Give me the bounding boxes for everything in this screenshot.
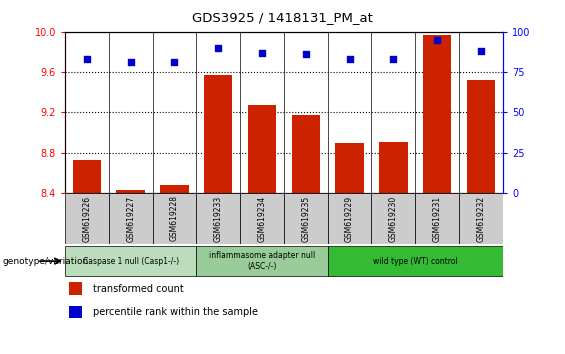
Text: GSM619226: GSM619226 xyxy=(82,195,92,242)
Bar xyxy=(69,306,82,318)
Bar xyxy=(108,193,153,244)
Bar xyxy=(73,160,101,193)
Bar xyxy=(372,193,415,244)
Bar xyxy=(153,193,197,244)
Bar xyxy=(328,193,372,244)
Point xyxy=(433,37,442,43)
Point xyxy=(214,45,223,51)
Bar xyxy=(284,193,328,244)
Text: GSM619234: GSM619234 xyxy=(258,195,267,242)
Point xyxy=(258,50,267,56)
Text: GSM619230: GSM619230 xyxy=(389,195,398,242)
Bar xyxy=(467,80,495,193)
Bar xyxy=(336,143,364,193)
Bar xyxy=(65,246,197,276)
Bar xyxy=(415,193,459,244)
Text: GSM619232: GSM619232 xyxy=(476,195,485,242)
Text: GDS3925 / 1418131_PM_at: GDS3925 / 1418131_PM_at xyxy=(192,11,373,24)
Text: percentile rank within the sample: percentile rank within the sample xyxy=(93,307,258,317)
Point xyxy=(476,48,485,54)
Point xyxy=(345,56,354,62)
Bar xyxy=(116,190,145,193)
Bar xyxy=(69,282,82,295)
Text: GSM619235: GSM619235 xyxy=(301,195,310,242)
Text: inflammasome adapter null
(ASC-/-): inflammasome adapter null (ASC-/-) xyxy=(209,251,315,271)
Text: GSM619229: GSM619229 xyxy=(345,195,354,242)
Bar xyxy=(197,246,328,276)
Point xyxy=(126,59,135,65)
Bar xyxy=(423,35,451,193)
Bar xyxy=(65,193,109,244)
Point xyxy=(301,52,310,57)
Bar xyxy=(292,115,320,193)
Bar xyxy=(197,193,240,244)
Text: wild type (WT) control: wild type (WT) control xyxy=(373,257,458,266)
Text: GSM619233: GSM619233 xyxy=(214,195,223,242)
Text: transformed count: transformed count xyxy=(93,284,184,294)
Text: GSM619228: GSM619228 xyxy=(170,195,179,241)
Bar xyxy=(240,193,284,244)
Bar xyxy=(379,142,407,193)
Bar xyxy=(248,105,276,193)
Bar xyxy=(328,246,503,276)
Bar xyxy=(459,193,503,244)
Bar xyxy=(160,185,189,193)
Text: GSM619231: GSM619231 xyxy=(433,195,442,242)
Bar xyxy=(204,75,232,193)
Text: genotype/variation: genotype/variation xyxy=(3,257,89,266)
Text: GSM619227: GSM619227 xyxy=(126,195,135,242)
Point xyxy=(389,56,398,62)
Point xyxy=(170,59,179,65)
Point xyxy=(82,56,92,62)
Text: Caspase 1 null (Casp1-/-): Caspase 1 null (Casp1-/-) xyxy=(82,257,179,266)
